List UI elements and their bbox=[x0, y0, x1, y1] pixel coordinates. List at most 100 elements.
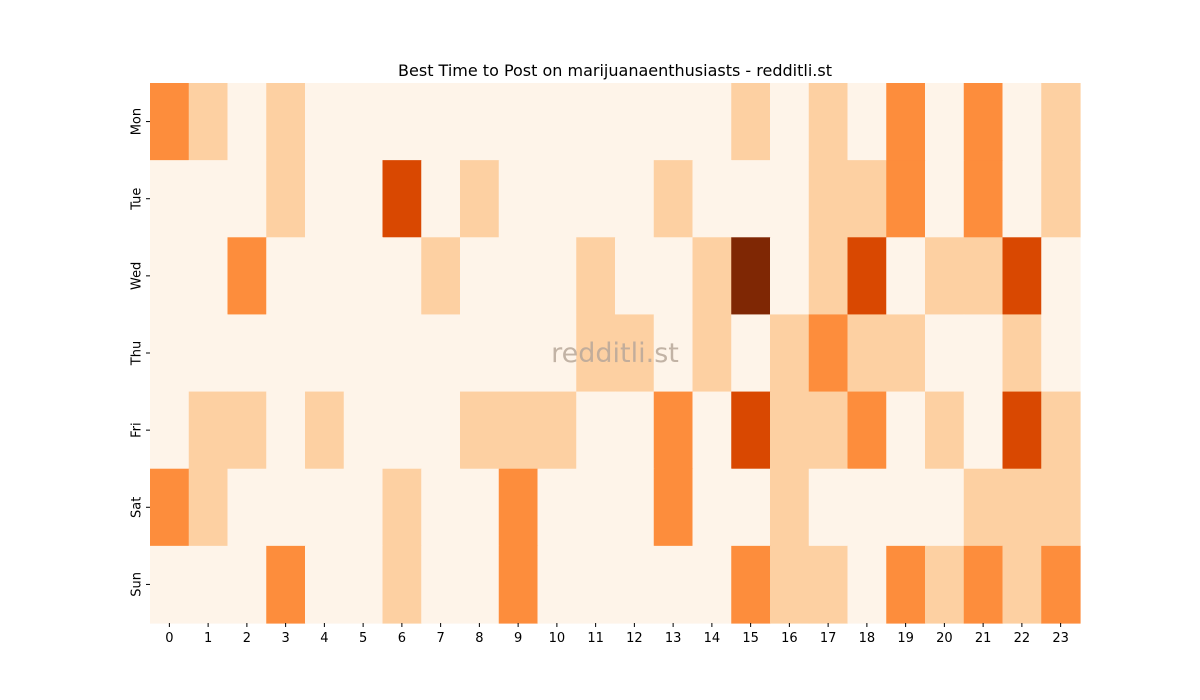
heatmap-cell-thu-5 bbox=[343, 314, 384, 393]
heatmap-cell-sun-22 bbox=[1002, 545, 1042, 624]
y-tick-label: Thu bbox=[130, 341, 145, 366]
heatmap-cell-fri-10 bbox=[537, 391, 577, 470]
heatmap-cell-fri-17 bbox=[808, 391, 849, 470]
x-tick-label: 20 bbox=[936, 631, 953, 646]
heatmap-cell-wed-7 bbox=[421, 237, 461, 316]
heatmap-cell-mon-8 bbox=[460, 83, 500, 161]
heatmap-cell-tue-3 bbox=[266, 160, 306, 238]
heatmap-cell-tue-0 bbox=[150, 160, 190, 238]
heatmap-cell-sat-23 bbox=[1041, 468, 1081, 547]
heatmap-cell-thu-3 bbox=[266, 314, 306, 393]
x-tick-label: 10 bbox=[549, 631, 566, 646]
heatmap-cell-tue-19 bbox=[886, 160, 926, 238]
heatmap-cell-sun-3 bbox=[266, 545, 306, 624]
x-tick-label: 9 bbox=[514, 631, 522, 646]
heatmap-cell-thu-1 bbox=[188, 314, 229, 393]
heatmap-cell-mon-13 bbox=[653, 83, 694, 161]
heatmap-cell-wed-22 bbox=[1002, 237, 1042, 316]
heatmap-cell-mon-6 bbox=[382, 83, 422, 161]
heatmap-cell-fri-16 bbox=[770, 391, 810, 470]
heatmap-cell-sat-14 bbox=[692, 468, 732, 547]
heatmap-cell-wed-10 bbox=[537, 237, 577, 316]
heatmap-cell-sun-6 bbox=[382, 545, 422, 624]
heatmap-cell-thu-9 bbox=[498, 314, 539, 393]
heatmap-cell-tue-21 bbox=[963, 160, 1004, 238]
heatmap-cell-tue-22 bbox=[1002, 160, 1042, 238]
heatmap-cell-thu-17 bbox=[808, 314, 849, 393]
heatmap-cell-thu-19 bbox=[886, 314, 926, 393]
heatmap-cell-wed-1 bbox=[188, 237, 229, 316]
heatmap-cell-mon-15 bbox=[731, 83, 771, 161]
heatmap-cell-sat-3 bbox=[266, 468, 306, 547]
heatmap-cell-mon-19 bbox=[886, 83, 926, 161]
heatmap-cell-sun-16 bbox=[770, 545, 810, 624]
heatmap-cell-sat-17 bbox=[808, 468, 849, 547]
x-tick-label: 17 bbox=[820, 631, 837, 646]
heatmap-cell-mon-18 bbox=[847, 83, 887, 161]
heatmap-cell-sat-7 bbox=[421, 468, 461, 547]
heatmap-cell-fri-18 bbox=[847, 391, 887, 470]
heatmap-cell-sun-13 bbox=[653, 545, 694, 624]
x-tick-label: 1 bbox=[204, 631, 212, 646]
heatmap-cell-wed-14 bbox=[692, 237, 732, 316]
heatmap-cell-mon-22 bbox=[1002, 83, 1042, 161]
heatmap-cell-tue-18 bbox=[847, 160, 887, 238]
heatmap-cell-tue-17 bbox=[808, 160, 849, 238]
heatmap-cell-wed-16 bbox=[770, 237, 810, 316]
heatmap-cell-wed-15 bbox=[731, 237, 771, 316]
heatmap-cell-fri-11 bbox=[576, 391, 616, 470]
heatmap-cells bbox=[150, 83, 1081, 624]
heatmap-cell-mon-20 bbox=[925, 83, 965, 161]
heatmap-cell-mon-7 bbox=[421, 83, 461, 161]
heatmap-cell-sun-15 bbox=[731, 545, 771, 624]
heatmap-cell-mon-10 bbox=[537, 83, 577, 161]
y-tick-label: Wed bbox=[130, 262, 145, 290]
heatmap-cell-mon-17 bbox=[808, 83, 849, 161]
heatmap-cell-mon-16 bbox=[770, 83, 810, 161]
heatmap-cell-wed-19 bbox=[886, 237, 926, 316]
x-tick-label: 8 bbox=[475, 631, 483, 646]
heatmap-cell-wed-3 bbox=[266, 237, 306, 316]
x-tick-label: 11 bbox=[587, 631, 604, 646]
heatmap-cell-sat-5 bbox=[343, 468, 384, 547]
heatmap-cell-wed-2 bbox=[227, 237, 267, 316]
heatmap-cell-tue-20 bbox=[925, 160, 965, 238]
heatmap-cell-wed-13 bbox=[653, 237, 694, 316]
heatmap-cell-thu-16 bbox=[770, 314, 810, 393]
y-tick-label: Mon bbox=[130, 108, 145, 135]
heatmap-cell-sat-10 bbox=[537, 468, 577, 547]
heatmap-cell-fri-9 bbox=[498, 391, 539, 470]
heatmap-cell-tue-7 bbox=[421, 160, 461, 238]
heatmap-cell-mon-4 bbox=[305, 83, 345, 161]
heatmap-cell-fri-7 bbox=[421, 391, 461, 470]
x-tick-label: 6 bbox=[398, 631, 406, 646]
heatmap-cell-fri-0 bbox=[150, 391, 190, 470]
heatmap-cell-thu-22 bbox=[1002, 314, 1042, 393]
x-tick-label: 12 bbox=[626, 631, 643, 646]
heatmap-cell-sun-21 bbox=[963, 545, 1004, 624]
heatmap-cell-thu-20 bbox=[925, 314, 965, 393]
heatmap-cell-sun-23 bbox=[1041, 545, 1081, 624]
heatmap-cell-sat-4 bbox=[305, 468, 345, 547]
x-tick-label: 14 bbox=[704, 631, 721, 646]
heatmap-cell-fri-14 bbox=[692, 391, 732, 470]
x-tick-label: 3 bbox=[281, 631, 289, 646]
heatmap-cell-wed-23 bbox=[1041, 237, 1081, 316]
heatmap-cell-thu-10 bbox=[537, 314, 577, 393]
heatmap-cell-thu-14 bbox=[692, 314, 732, 393]
heatmap-cell-tue-9 bbox=[498, 160, 539, 238]
heatmap-cell-sat-11 bbox=[576, 468, 616, 547]
heatmap-cell-sat-19 bbox=[886, 468, 926, 547]
heatmap-cell-mon-23 bbox=[1041, 83, 1081, 161]
heatmap-cell-sat-2 bbox=[227, 468, 267, 547]
heatmap-cell-sat-6 bbox=[382, 468, 422, 547]
x-axis: 0 1 2 3 4 5 6 7 8 9 10 11 12 13 14 15 16 17 18 19 20 21 22 23 bbox=[165, 623, 1069, 646]
heatmap-cell-sat-1 bbox=[188, 468, 229, 547]
heatmap-cell-fri-22 bbox=[1002, 391, 1042, 470]
heatmap-cell-tue-11 bbox=[576, 160, 616, 238]
heatmap-cell-mon-2 bbox=[227, 83, 267, 161]
heatmap-cell-sun-8 bbox=[460, 545, 500, 624]
heatmap-cell-tue-8 bbox=[460, 160, 500, 238]
heatmap-cell-sun-14 bbox=[692, 545, 732, 624]
heatmap-cell-sun-9 bbox=[498, 545, 539, 624]
